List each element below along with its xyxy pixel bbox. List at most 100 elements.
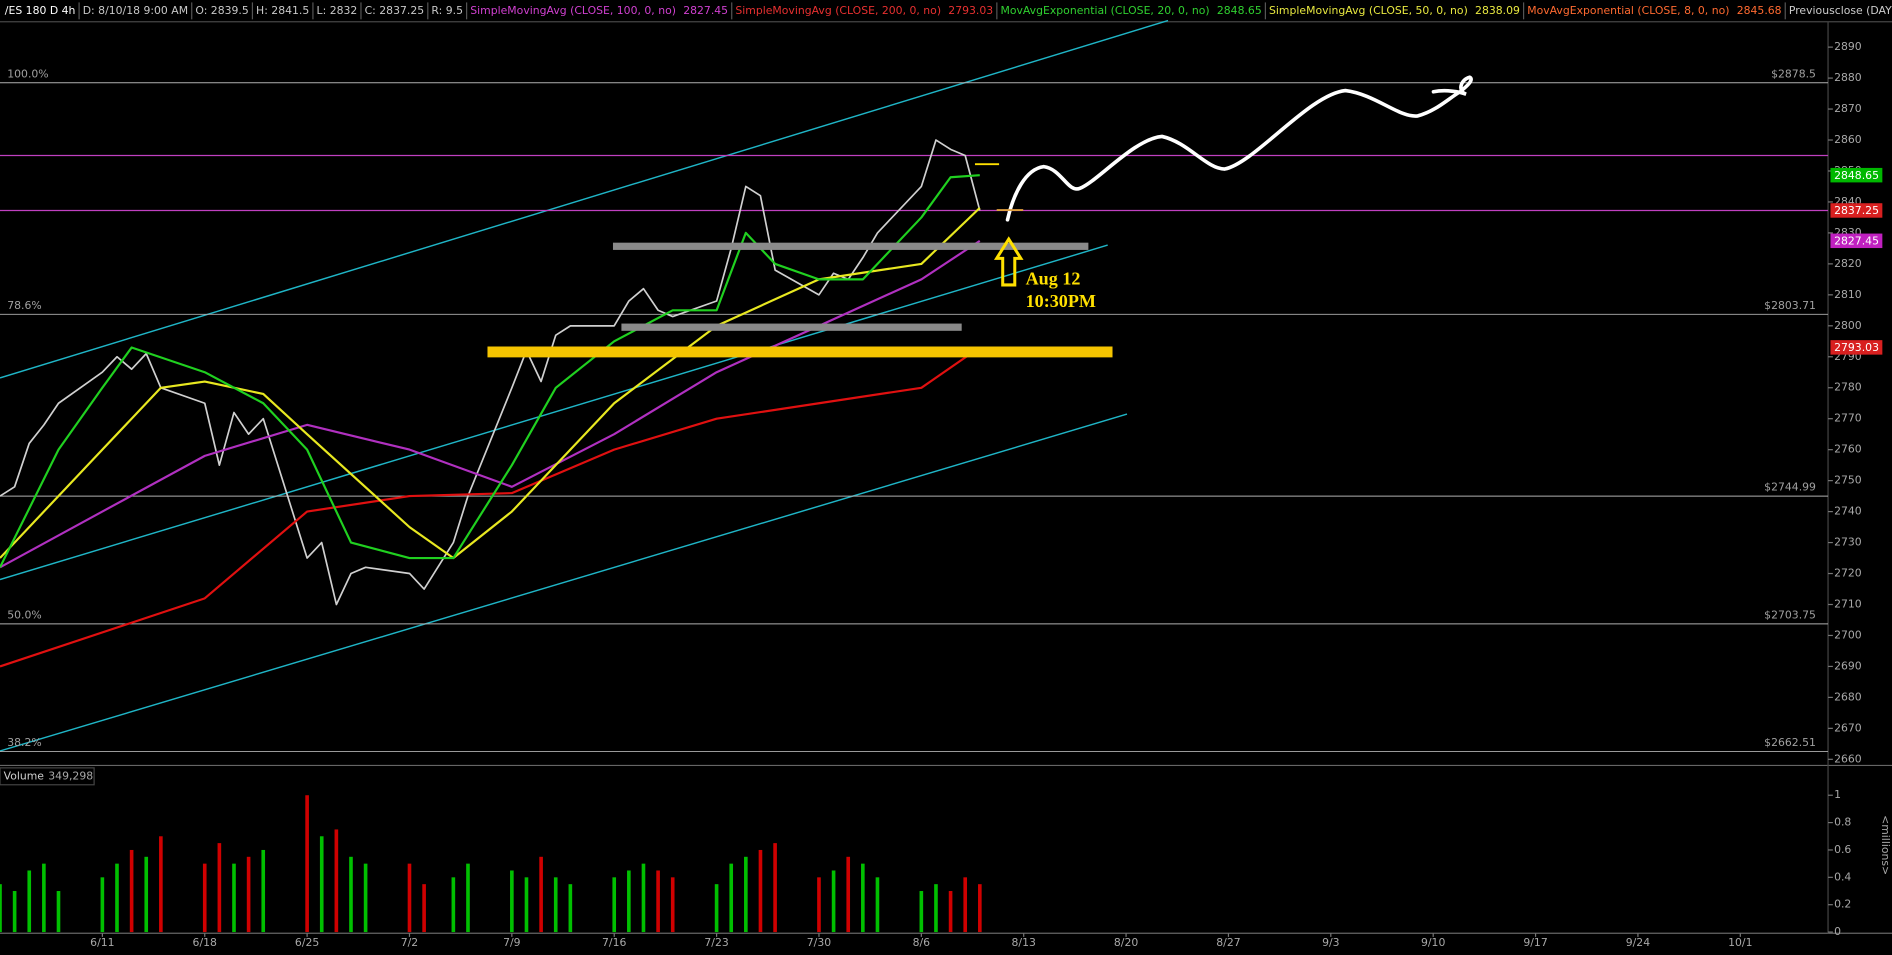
volume-bar: [466, 863, 470, 933]
arrow: [993, 236, 1024, 287]
y-tick-label: 2870: [1834, 102, 1862, 115]
level-label: $2662.51: [1764, 736, 1816, 749]
price-tag-label: 2837.25: [1834, 204, 1879, 217]
study-value: 2845.68: [1737, 4, 1782, 17]
volume-bar: [524, 877, 529, 933]
drawings-top: Aug 12 10:30PM: [487, 75, 1473, 358]
study-name: SimpleMovingAvg (CLOSE, 50, 0, no): [1269, 4, 1468, 17]
y-tick-label: 2700: [1834, 628, 1862, 641]
volume-bar: [627, 870, 631, 933]
x-tick-label: 7/16: [602, 936, 626, 949]
x-tick-label: 9/10: [1421, 936, 1445, 949]
quote-field: L: 2832: [317, 4, 358, 17]
channel-line: [0, 413, 1128, 752]
y-tick-label: 2670: [1834, 721, 1862, 734]
study-name: Previousclose (DAY, 1, -1,...: [1789, 4, 1892, 17]
volume-bar: [934, 884, 938, 933]
volume-bar: [875, 877, 880, 933]
volume-bar: [978, 884, 982, 933]
price-tag: [1830, 233, 1883, 249]
x-tick-label: 9/17: [1523, 936, 1547, 949]
quote-field: C: 2837.25: [365, 4, 425, 17]
volume-bar: [568, 884, 573, 933]
level-label: $2744.99: [1764, 481, 1816, 494]
volume-bar: [305, 795, 309, 933]
volume-bar: [407, 863, 412, 933]
level-tag: 38.2%: [7, 736, 41, 749]
moving-average: [0, 239, 981, 569]
x-tick-label: 7/30: [807, 936, 831, 949]
y-tick-label: 2780: [1834, 381, 1862, 394]
study-value: 2793.03: [948, 4, 993, 17]
plot-area: 2660 2670 2680 2690 2700 2710 2720 2730 2740 2750…: [0, 40, 1892, 949]
volume-bar: [510, 870, 514, 933]
y-tick-label: 2720: [1834, 567, 1862, 580]
price-tag-label: 2848.65: [1834, 169, 1879, 182]
volume-bar: [831, 870, 836, 933]
volume-bar: [656, 870, 660, 933]
moving-average: [0, 346, 981, 668]
y-tick-label: 0: [1834, 925, 1841, 938]
moving-average: [0, 174, 980, 568]
price-tag: [1830, 167, 1883, 183]
projection-path: [1005, 75, 1473, 222]
volume-bar: [246, 856, 251, 933]
moving-average: [0, 207, 981, 560]
y-tick-label: 2810: [1834, 288, 1862, 301]
volume-bar: [0, 884, 2, 933]
y-tick-label: 0.8: [1834, 816, 1851, 829]
x-tick-label: 8/20: [1114, 936, 1138, 949]
volume-bar: [144, 856, 149, 933]
level-tag: 50.0%: [7, 608, 41, 621]
volume-bar: [202, 863, 207, 933]
annotation: 10:30PM: [1026, 291, 1096, 311]
y-tick-label: 2750: [1834, 474, 1862, 487]
y-tick-label: 0.2: [1834, 898, 1851, 911]
volume-bar: [334, 829, 339, 933]
y-tick-label: 2820: [1834, 257, 1862, 270]
x-tick-label: 9/24: [1626, 936, 1650, 949]
volume-bar: [56, 891, 61, 933]
channel-line: [0, 244, 1108, 581]
volume-bar: [232, 863, 236, 933]
y-tick-label: 2740: [1834, 505, 1862, 518]
x-tick-label: 10/1: [1728, 936, 1752, 949]
study-value: 2827.45: [683, 4, 728, 17]
volume-bar: [744, 856, 748, 933]
volume-title-box: [0, 767, 95, 786]
volume-bar: [963, 877, 968, 933]
y-tick-label: 0.4: [1834, 870, 1851, 883]
volume-bar: [129, 849, 134, 933]
zone: [621, 323, 962, 331]
drawings: [0, 19, 1169, 752]
zone: [487, 346, 1113, 358]
volume-bar: [758, 849, 763, 933]
price-tag-label: 2793.03: [1834, 341, 1879, 354]
price-tag: [1830, 340, 1883, 355]
study-value: 2848.65: [1217, 4, 1262, 17]
study-value: 2838.09: [1475, 4, 1520, 17]
volume-bar: [948, 891, 953, 933]
volume-bar: [159, 836, 163, 933]
study-name: MovAvgExponential (CLOSE, 20, 0, no): [1000, 4, 1209, 17]
volume-bar: [817, 877, 821, 933]
volume-bar: [363, 863, 368, 933]
zone: [612, 242, 1089, 250]
study-name: SimpleMovingAvg (CLOSE, 200, 0, no): [735, 4, 941, 17]
y-tick-label: 2680: [1834, 690, 1862, 703]
level-tag: 78.6%: [7, 299, 41, 312]
volume-bar: [349, 856, 353, 933]
volume-bar: [217, 843, 222, 933]
volume-title: Volume: [4, 769, 45, 782]
volume-bar: [846, 856, 851, 933]
volume-bar: [451, 877, 456, 933]
y-tick-label: 2730: [1834, 536, 1862, 549]
volume-bar: [553, 877, 558, 933]
volume-bar: [261, 849, 266, 933]
volume-bar: [27, 870, 32, 933]
y-tick-label: 2760: [1834, 443, 1862, 456]
volume-bar: [115, 863, 119, 933]
x-tick-label: 7/9: [503, 936, 521, 949]
quote-field: O: 2839.5: [195, 4, 248, 17]
